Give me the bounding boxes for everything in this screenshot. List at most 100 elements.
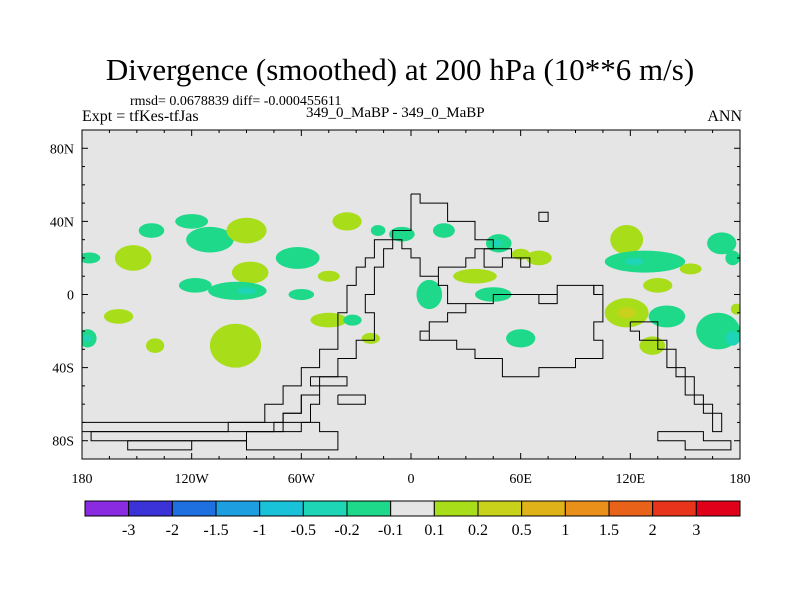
anomaly-region-46 — [730, 303, 740, 315]
colorbar-box-12 — [608, 500, 654, 517]
chart-title: Divergence (smoothed) at 200 hPa (10**6 … — [105, 52, 695, 87]
anomaly-region-6 — [175, 214, 209, 229]
colorbar-label-2: -1.5 — [203, 522, 228, 539]
anomaly-region-17 — [209, 323, 262, 368]
colorbar-label-4: -0.5 — [291, 522, 316, 539]
colorbar-label-10: 1 — [561, 522, 569, 539]
colorbar-label-0: -3 — [122, 522, 135, 539]
anomaly-region-43 — [707, 232, 737, 255]
anomaly-region-14 — [288, 289, 315, 300]
y-tick-label-2: 0 — [67, 289, 74, 304]
map-background — [82, 130, 740, 459]
colorbar-box-13 — [652, 500, 697, 517]
y-tick-label-4: 80S — [52, 435, 74, 450]
colorbar-box-9 — [477, 500, 523, 517]
anomaly-region-30 — [526, 250, 552, 266]
colorbar-label-8: 0.2 — [468, 522, 488, 539]
runs-label: 349_0_MaBP - 349_0_MaBP — [306, 105, 485, 121]
colorbar-label-13: 3 — [692, 522, 700, 539]
x-tick-label-2: 60W — [288, 472, 316, 487]
land-outline-1 — [82, 394, 321, 433]
anomaly-region-20 — [343, 314, 362, 326]
colorbar-label-1: -2 — [166, 522, 179, 539]
colorbar-box-1 — [128, 500, 173, 517]
anomaly-region-22 — [370, 225, 386, 237]
land-outline-9 — [657, 431, 732, 451]
land-outline-4 — [337, 394, 366, 405]
colorbar-label-11: 1.5 — [599, 522, 619, 539]
colorbar-box-7 — [390, 500, 435, 517]
colorbar-box-2 — [171, 500, 217, 517]
anomaly-region-16 — [332, 212, 362, 231]
colorbar-box-3 — [215, 500, 261, 517]
colorbar-box-6 — [346, 500, 392, 517]
colorbar-label-6: -0.1 — [378, 522, 403, 539]
anomaly-region-4 — [138, 223, 165, 238]
anomaly-region-25 — [432, 223, 455, 238]
anomaly-layer — [82, 212, 740, 368]
colorbar-box-5 — [302, 500, 348, 517]
colorbar-box-10 — [521, 500, 566, 517]
anomaly-region-10 — [231, 261, 269, 284]
season-label: ANN — [707, 108, 742, 125]
land-outline-2 — [127, 421, 339, 451]
colorbar-box-11 — [564, 500, 610, 517]
anomaly-region-33 — [610, 225, 644, 255]
land-outline-5 — [483, 248, 531, 268]
y-axis: 80N 40N 0 40S 80S — [50, 129, 740, 460]
anomaly-region-7 — [186, 226, 234, 253]
colorbar-label-9: 0.5 — [512, 522, 532, 539]
x-tick-label-1: 120W — [175, 472, 210, 487]
colorbar: -3 -2 -1.5 -1 -0.5 -0.2 -0.1 0.1 0.2 0.5 1 1.5 2 3 — [84, 500, 741, 539]
land-outline-7 — [593, 284, 604, 295]
anomaly-region-29 — [511, 248, 530, 260]
anomaly-region-13 — [275, 246, 320, 269]
land-outline-3 — [310, 376, 348, 387]
anomaly-region-35 — [624, 257, 644, 266]
anomaly-region-12 — [237, 287, 256, 295]
anomaly-region-42 — [725, 331, 740, 346]
anomaly-region-15 — [317, 270, 340, 282]
colorbar-box-8 — [433, 500, 479, 517]
anomaly-region-21 — [361, 332, 380, 344]
x-tick-label-5: 120E — [616, 472, 646, 487]
anomaly-region-28 — [491, 239, 503, 247]
colorbar-box-14 — [695, 500, 741, 517]
y-tick-label-0: 80N — [50, 142, 74, 157]
anomaly-region-18 — [145, 338, 165, 353]
land-outline-6 — [538, 294, 558, 305]
anomaly-region-39 — [648, 305, 686, 328]
colorbar-label-5: -0.2 — [334, 522, 359, 539]
anomaly-region-3 — [114, 245, 152, 271]
stats-text: rmsd= 0.0678839 diff= -0.000455611 — [130, 94, 342, 109]
land-outline-layer — [82, 193, 732, 451]
anomaly-region-24 — [416, 279, 443, 310]
anomaly-region-36 — [643, 278, 673, 293]
colorbar-label-3: -1 — [253, 522, 266, 539]
y-tick-label-1: 40N — [50, 215, 74, 230]
colorbar-box-4 — [259, 500, 304, 517]
anomaly-region-45 — [679, 263, 702, 275]
x-tick-label-3: 0 — [408, 472, 415, 487]
anomaly-region-9 — [178, 278, 212, 293]
x-tick-label-6: 180 — [730, 472, 751, 487]
x-tick-label-4: 60E — [509, 472, 532, 487]
colorbar-box-0 — [84, 500, 130, 517]
colorbar-label-7: 0.1 — [424, 522, 444, 539]
x-axis: 180 120W 60W 0 60E 120E 180 — [72, 130, 751, 487]
land-outline-0 — [90, 193, 604, 442]
experiment-label: Expt = tfKes-tfJas — [82, 108, 199, 125]
anomaly-region-32 — [506, 329, 536, 348]
anomaly-region-44 — [725, 250, 740, 266]
colorbar-label-12: 2 — [649, 522, 657, 539]
anomaly-region-8 — [226, 217, 267, 244]
anomaly-region-26 — [453, 268, 497, 284]
anomaly-region-0 — [82, 252, 101, 264]
anomaly-region-19 — [310, 312, 348, 328]
land-outline-8 — [629, 321, 723, 433]
anomaly-region-34 — [604, 250, 686, 273]
anomaly-region-40 — [639, 336, 666, 355]
x-tick-label-0: 180 — [72, 472, 93, 487]
anomaly-region-38 — [617, 307, 636, 319]
